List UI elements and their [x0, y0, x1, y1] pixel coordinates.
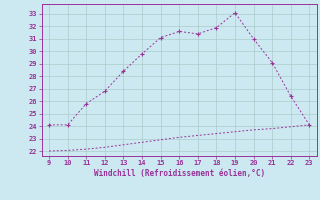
X-axis label: Windchill (Refroidissement éolien,°C): Windchill (Refroidissement éolien,°C)	[94, 169, 265, 178]
